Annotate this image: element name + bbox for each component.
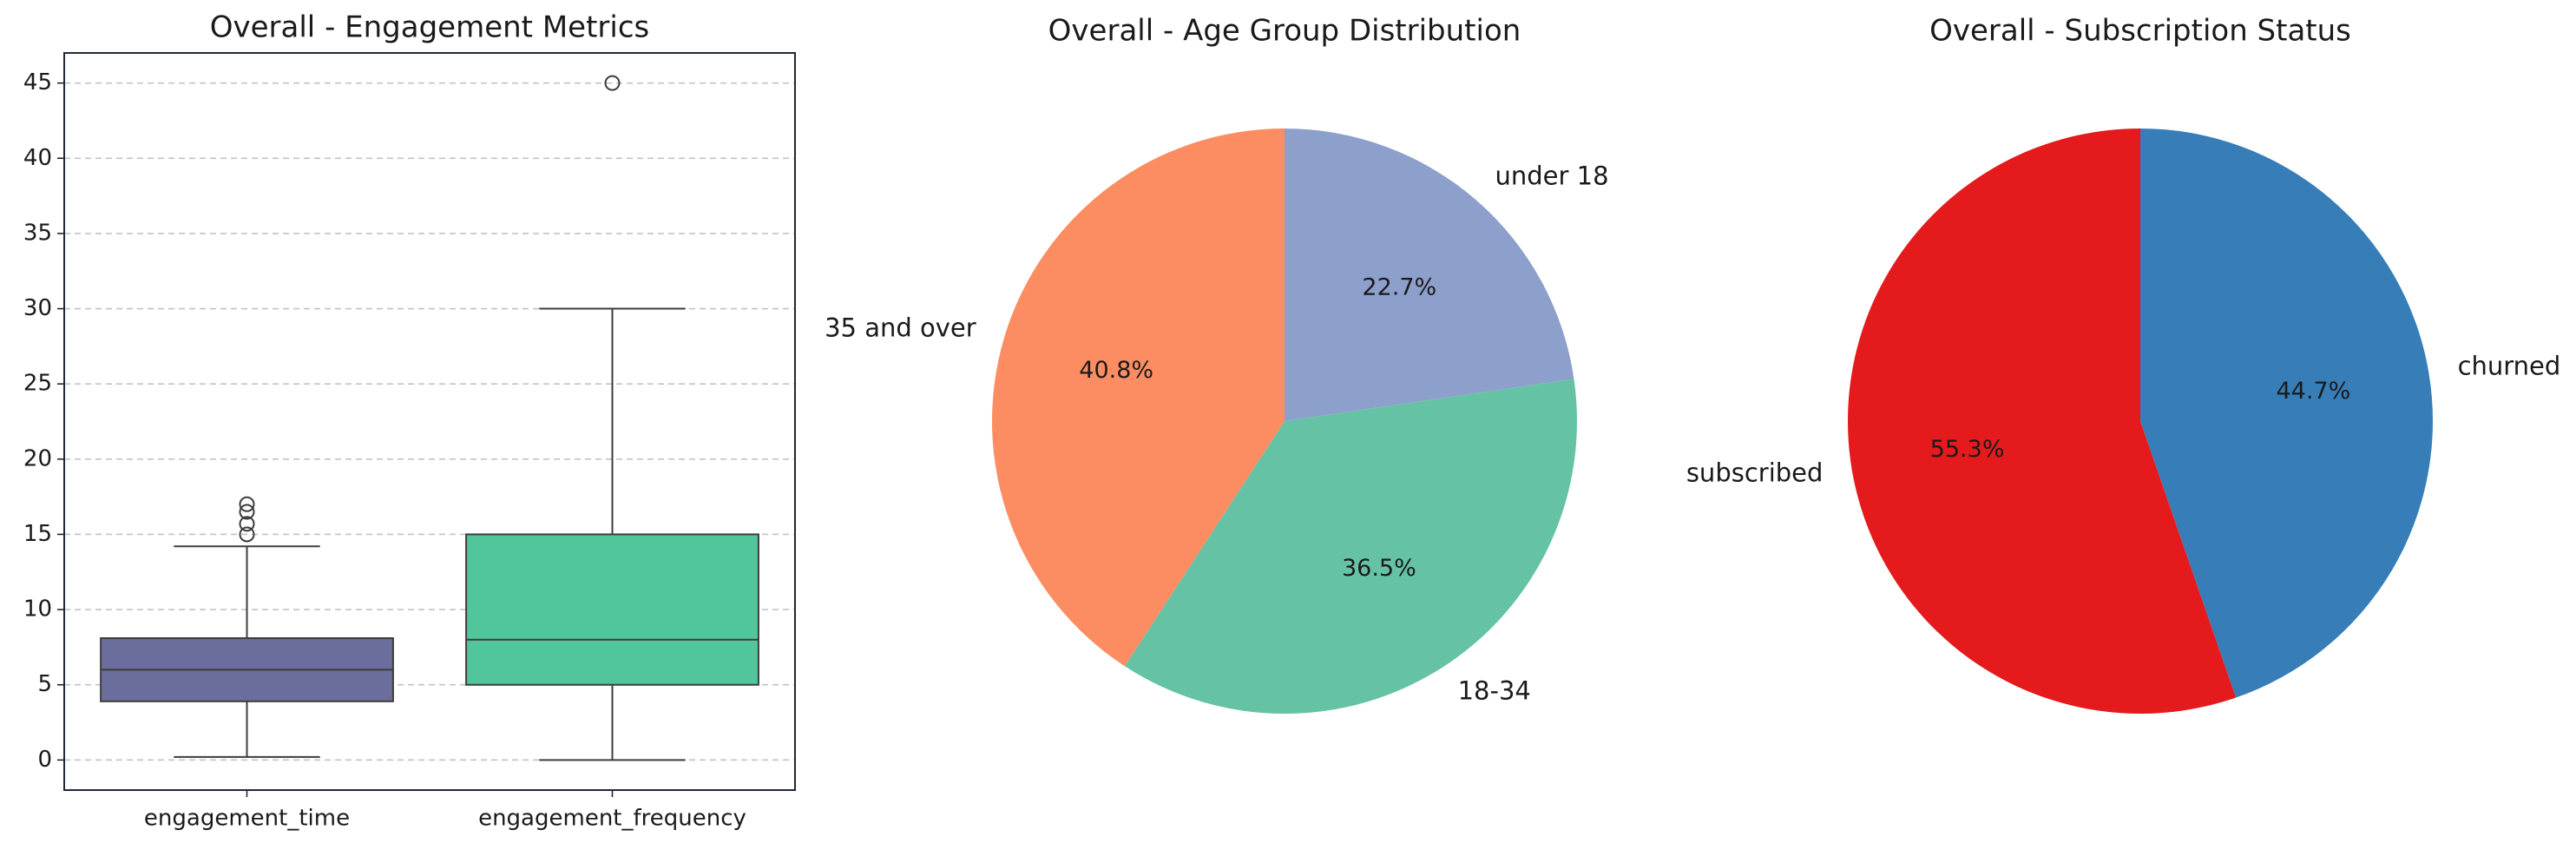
- pie-category-label: 18-34: [1458, 675, 1531, 705]
- pie-category-label: under 18: [1495, 161, 1609, 191]
- y-tick-label: 5: [37, 671, 52, 697]
- outlier-point: [604, 75, 621, 91]
- pie-percent-label: 36.5%: [1342, 555, 1416, 582]
- pie-slice-35-and-over: [991, 128, 1285, 667]
- pie-slice-under-18: [1285, 128, 1574, 421]
- plot-frame: [63, 52, 796, 791]
- y-tick-label: 15: [23, 521, 52, 547]
- pie-category-label: churned: [2458, 352, 2561, 381]
- x-tick-label: engagement_frequency: [478, 806, 746, 832]
- pie-chart-age-group: Overall - Age Group Distribution 22.7% und…: [825, 14, 1609, 714]
- box-plot-engagement-metrics: Overall - Engagement Metrics 0 5 10 15 20 25 30…: [23, 10, 796, 832]
- y-tick-label: 40: [23, 145, 52, 171]
- y-tick-label: 35: [23, 220, 52, 246]
- pie-chart-subscription-status: Overall - Subscription Status 44.7% churne…: [1686, 14, 2561, 714]
- y-tick-label: 45: [23, 69, 52, 96]
- x-tick-label: engagement_time: [144, 806, 350, 832]
- y-tick-label: 25: [23, 371, 52, 397]
- outlier-point: [239, 516, 255, 532]
- pie-slice-churned: [2140, 128, 2433, 698]
- pie-title: Overall - Age Group Distribution: [1048, 14, 1521, 49]
- outlier-point: [239, 504, 255, 520]
- pie-category-label: subscribed: [1686, 458, 1824, 487]
- pie-percent-label: 22.7%: [1362, 274, 1436, 301]
- y-tick-label: 10: [23, 596, 52, 623]
- pie-title: Overall - Subscription Status: [1929, 14, 2351, 49]
- outlier-point: [239, 496, 255, 512]
- pie-percent-label: 40.8%: [1079, 357, 1153, 384]
- box-engagement_frequency: [465, 533, 759, 686]
- y-tick-label: 0: [37, 747, 52, 773]
- box-chart-title: Overall - Engagement Metrics: [210, 10, 649, 45]
- y-tick-label: 30: [23, 295, 52, 321]
- y-tick-label: 20: [23, 445, 52, 471]
- pie-percent-label: 44.7%: [2277, 378, 2351, 405]
- pie-category-label: 35 and over: [825, 313, 976, 342]
- outlier-point: [239, 526, 255, 543]
- pie-slice-18-34: [1124, 379, 1577, 714]
- pie-percent-label: 55.3%: [1930, 436, 2005, 463]
- pie-slice-subscribed: [1848, 128, 2237, 714]
